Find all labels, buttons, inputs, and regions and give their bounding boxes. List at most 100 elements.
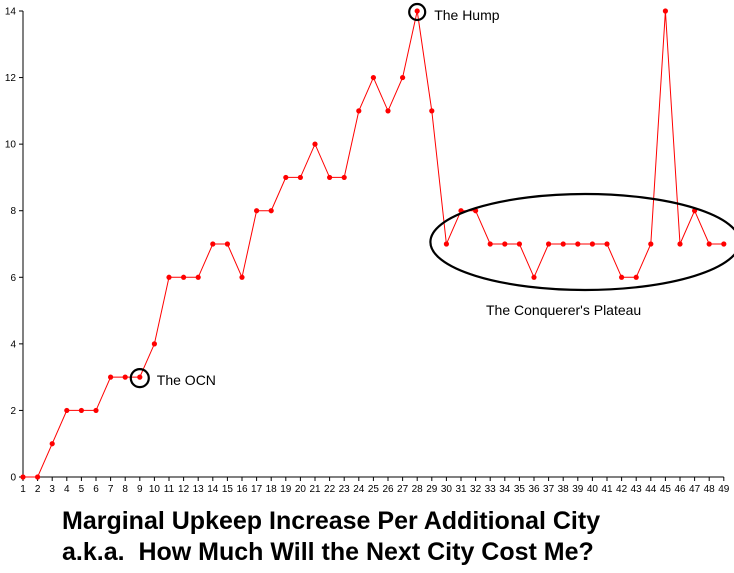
y-tick-label: 0 xyxy=(10,473,16,484)
chart-caption-line-2: a.k.a. How Much Will the Next City Cost … xyxy=(62,538,594,566)
x-tick-label: 28 xyxy=(412,484,424,495)
data-point xyxy=(619,274,625,280)
x-tick-label: 8 xyxy=(122,484,128,495)
x-tick-label: 10 xyxy=(149,484,161,495)
hump-circle-marker xyxy=(408,2,427,22)
y-tick-label: 10 xyxy=(5,140,17,151)
x-tick-label: 20 xyxy=(295,484,307,495)
data-point xyxy=(312,141,318,147)
x-tick-label: 17 xyxy=(251,484,263,495)
x-tick-label: 1 xyxy=(20,484,26,495)
x-tick-label: 36 xyxy=(528,484,540,495)
x-tick-label: 30 xyxy=(441,484,453,495)
annotation-label-plateau: The Conquerer's Plateau xyxy=(486,302,641,318)
x-tick-label: 18 xyxy=(266,484,278,495)
x-tick-label: 43 xyxy=(631,484,643,495)
y-tick-label: 12 xyxy=(5,73,17,84)
data-point xyxy=(181,274,187,280)
data-point xyxy=(283,174,289,181)
data-point xyxy=(516,241,523,247)
x-tick-label: 7 xyxy=(108,484,114,495)
data-point xyxy=(502,241,508,247)
data-point xyxy=(151,341,157,347)
series-line xyxy=(23,10,724,478)
x-tick-label: 4 xyxy=(64,484,70,495)
x-tick-label: 22 xyxy=(324,484,336,495)
x-tick-label: 3 xyxy=(49,484,55,495)
data-point xyxy=(356,108,362,114)
x-tick-label: 47 xyxy=(689,484,701,495)
x-tick-label: 13 xyxy=(193,484,205,495)
x-tick-label: 5 xyxy=(79,484,85,495)
data-point xyxy=(370,74,376,81)
data-point xyxy=(239,274,245,280)
x-tick-label: 35 xyxy=(514,484,526,495)
chart-axes xyxy=(22,11,724,478)
y-tick-label: 4 xyxy=(10,339,16,350)
data-point xyxy=(254,208,260,214)
x-tick-label: 29 xyxy=(426,484,438,495)
x-tick-label: 26 xyxy=(382,484,394,495)
x-tick-label: 9 xyxy=(137,484,143,495)
x-tick-label: 14 xyxy=(207,484,219,495)
data-point xyxy=(268,208,274,214)
x-tick-label: 11 xyxy=(164,484,175,495)
x-tick-label: 19 xyxy=(280,484,292,495)
data-point xyxy=(327,174,333,181)
data-point xyxy=(341,174,347,181)
series-points xyxy=(20,8,727,480)
chart-caption-line-1: Marginal Upkeep Increase Per Additional … xyxy=(62,507,601,535)
data-point xyxy=(429,108,435,114)
data-point xyxy=(487,241,493,247)
data-point xyxy=(633,274,639,280)
x-tick-label: 34 xyxy=(499,484,511,495)
data-point xyxy=(677,241,683,247)
data-point xyxy=(210,241,216,247)
y-tick-label: 2 xyxy=(10,406,16,417)
data-point xyxy=(166,274,172,280)
data-point xyxy=(546,241,552,247)
y-tick-label: 6 xyxy=(10,273,16,284)
x-tick-label: 15 xyxy=(222,484,234,495)
x-tick-label: 25 xyxy=(368,484,380,495)
x-tick-label: 38 xyxy=(558,484,570,495)
x-tick-label: 41 xyxy=(601,484,613,495)
x-tick-label: 16 xyxy=(236,484,248,495)
data-point xyxy=(560,241,566,247)
x-tick-label: 2 xyxy=(35,484,41,495)
x-tick-label: 49 xyxy=(718,484,730,495)
x-tick-label: 24 xyxy=(353,484,365,495)
data-point xyxy=(706,241,712,247)
x-tick-label: 37 xyxy=(543,484,555,495)
data-point xyxy=(575,241,581,247)
x-tick-label: 27 xyxy=(397,484,409,495)
x-tick-label: 23 xyxy=(339,484,351,495)
data-point xyxy=(224,241,230,247)
y-tick-label: 14 xyxy=(5,7,17,18)
data-point xyxy=(64,407,70,414)
data-point xyxy=(35,474,41,480)
data-point xyxy=(385,108,391,114)
x-tick-label: 6 xyxy=(93,484,99,495)
data-point xyxy=(662,8,669,14)
data-point xyxy=(93,407,99,414)
annotation-label-ocn: The OCN xyxy=(157,372,216,388)
data-point xyxy=(648,241,654,247)
x-tick-label: 32 xyxy=(470,484,482,495)
x-tick-label: 31 xyxy=(455,484,467,495)
ocn-circle-marker xyxy=(129,368,150,389)
data-point xyxy=(122,374,128,380)
y-tick-label: 8 xyxy=(10,206,16,217)
data-point xyxy=(443,241,449,247)
annotations: The Hump The OCN The Conquerer's Plateau xyxy=(129,2,734,389)
data-point xyxy=(531,274,537,280)
x-tick-label: 39 xyxy=(572,484,584,495)
data-point xyxy=(108,374,114,380)
x-tick-label: 33 xyxy=(485,484,497,495)
data-point xyxy=(195,274,201,280)
data-point xyxy=(721,241,727,247)
data-point xyxy=(49,441,55,447)
x-tick-label: 44 xyxy=(645,484,657,495)
x-tick-label: 40 xyxy=(587,484,599,495)
x-tick-label: 46 xyxy=(674,484,686,495)
